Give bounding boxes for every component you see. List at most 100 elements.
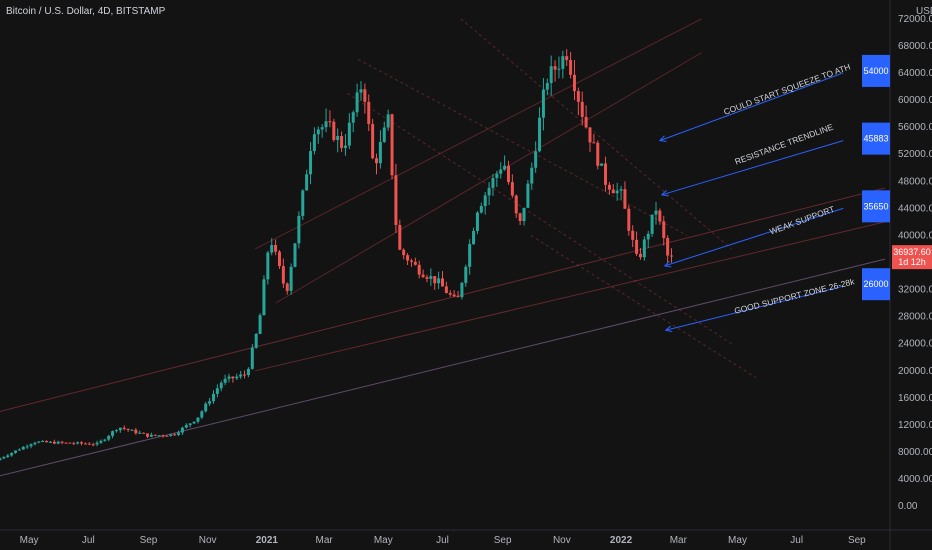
y-tick-label: 56000.00 (898, 122, 932, 133)
candle-body (134, 429, 138, 434)
candle-body (479, 206, 483, 213)
x-tick-label: May (374, 535, 393, 546)
candle-body (146, 433, 149, 437)
candle-body (623, 189, 627, 209)
candle-body (526, 183, 530, 208)
candle-body (456, 296, 460, 298)
candle-body (161, 435, 165, 437)
candle-body (285, 283, 289, 291)
trend-line (275, 52, 702, 304)
candle-body (223, 378, 227, 383)
annotation-arrow (666, 285, 844, 330)
candle-body (503, 165, 507, 170)
candle-body (460, 282, 464, 298)
candle-body (576, 91, 580, 102)
candle-body (441, 278, 444, 287)
candle-body (343, 145, 347, 148)
y-tick-label: 8000.00 (898, 447, 932, 458)
candle-body (522, 207, 526, 222)
candle-body (409, 260, 413, 262)
candle-body (274, 245, 278, 252)
candle-body (118, 427, 122, 431)
y-tick-label: 12000.00 (898, 420, 932, 431)
candle-body (340, 135, 344, 148)
candle-body (596, 142, 600, 166)
candle-body (328, 121, 332, 123)
candle-body (231, 376, 235, 379)
candle-body (347, 122, 351, 146)
candle-body (394, 175, 398, 225)
candle-body (351, 112, 355, 123)
candle-body (184, 424, 188, 428)
candle-body (557, 68, 561, 70)
candle-body (506, 165, 510, 183)
x-tick-label: Mar (670, 535, 688, 546)
candle-body (367, 101, 371, 125)
candle-body (301, 190, 305, 216)
candle-body (142, 432, 146, 434)
candle-body (316, 129, 320, 135)
candle-body (572, 74, 576, 92)
y-tick-label: 60000.00 (898, 95, 932, 106)
current-price-badge (892, 245, 932, 270)
candle-body (421, 274, 425, 278)
candle-body (491, 178, 495, 188)
candle-body (293, 243, 297, 267)
candle-body (627, 208, 631, 231)
candle-body (666, 238, 670, 256)
trend-line (255, 221, 886, 372)
candle-body (0, 458, 2, 461)
candle-body (169, 434, 173, 436)
candle-body (425, 277, 429, 279)
candle-body (437, 278, 441, 284)
candle-body (487, 187, 491, 196)
candle-body (670, 255, 674, 257)
candle-body (514, 195, 518, 214)
x-tick-label: Sep (140, 535, 158, 546)
candle-body (107, 435, 111, 440)
candle-body (48, 441, 52, 443)
trend-line (530, 234, 757, 379)
y-tick-label: 40000.00 (898, 230, 932, 241)
candle-body (29, 444, 33, 447)
candle-body (658, 210, 662, 222)
candle-body (638, 253, 642, 258)
candle-body (642, 239, 646, 258)
level-badge (862, 54, 890, 87)
candle-body (99, 440, 103, 443)
candle-body (320, 127, 324, 130)
y-tick-label: 52000.00 (898, 149, 932, 160)
candles (0, 49, 674, 461)
x-tick-label: Nov (553, 535, 571, 546)
candle-body (130, 429, 134, 431)
current-price-countdown: 1d 12h (898, 257, 926, 267)
candle-body (200, 411, 204, 418)
candle-body (157, 435, 161, 437)
currency-label: USD (916, 6, 932, 17)
current-price-value: 36937.60 (893, 247, 931, 257)
annotation-arrow (662, 140, 844, 195)
candle-body (21, 446, 25, 450)
candle-body (204, 403, 208, 412)
trend-line (0, 187, 886, 412)
candle-body (165, 435, 169, 437)
candle-body (553, 66, 557, 70)
y-tick-label: 72000.00 (898, 14, 932, 25)
candle-body (592, 142, 596, 144)
y-tick-label: 44000.00 (898, 203, 932, 214)
candle-body (390, 114, 394, 176)
chart-title: Bitcoin / U.S. Dollar, 4D, BITSTAMP (6, 6, 166, 17)
annotation-arrow (665, 207, 844, 266)
x-tick-label: Jul (436, 535, 449, 546)
candle-body (417, 264, 421, 275)
candle-body (83, 443, 87, 445)
candle-body (14, 450, 18, 453)
candle-body (530, 167, 534, 184)
candle-body (406, 255, 410, 261)
x-tick-label: Sep (494, 535, 512, 546)
candle-body (545, 83, 549, 90)
candle-body (227, 376, 231, 379)
x-tick-label: Mar (315, 535, 333, 546)
x-tick-label: Jul (82, 535, 95, 546)
